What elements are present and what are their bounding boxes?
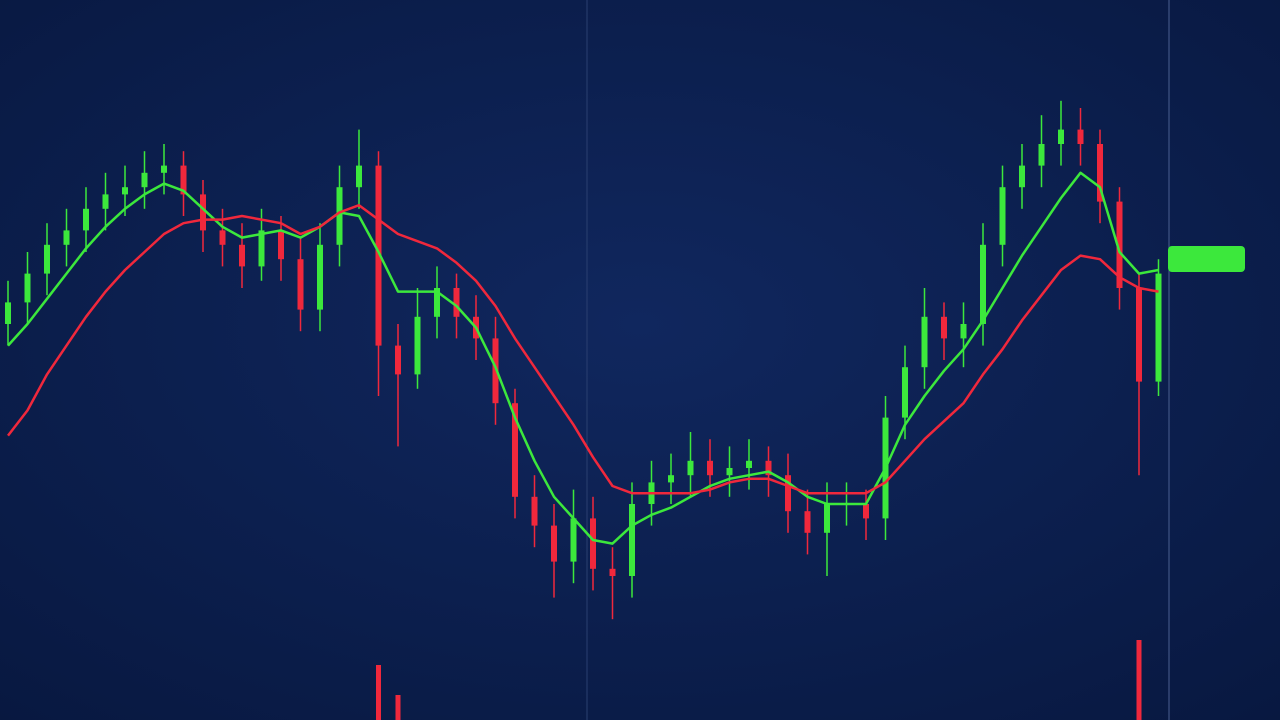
volume-bar (395, 695, 401, 720)
candle-body (824, 504, 830, 533)
candle-body (258, 230, 265, 267)
volume-bar (1136, 640, 1142, 720)
candle-body (375, 165, 382, 346)
candle-body (941, 316, 947, 339)
candle-body (1019, 165, 1025, 188)
candle-body (395, 345, 401, 375)
candle-body (999, 187, 1006, 245)
candle-body (980, 244, 986, 324)
candle-body (707, 460, 713, 476)
candle-body (960, 324, 967, 339)
candle-body (902, 367, 908, 418)
candle-body (200, 194, 206, 231)
candle-body (122, 187, 128, 195)
candle-body (278, 230, 284, 260)
candle-body (668, 475, 674, 483)
candle-body (531, 496, 538, 526)
candle-body (590, 518, 596, 569)
candle-body (785, 475, 791, 512)
candle-body (629, 504, 635, 576)
candle-body (219, 230, 226, 245)
candle-body (1077, 129, 1084, 144)
candle-body (414, 316, 421, 375)
candle-body (1058, 129, 1064, 144)
candle-body (239, 244, 245, 267)
candle-body (5, 302, 11, 324)
candle-body (102, 194, 109, 209)
candle-body (297, 259, 304, 310)
candle-body (1116, 201, 1123, 288)
candle-body (44, 244, 50, 274)
volume-bar (376, 665, 381, 720)
moving-average (7, 203, 1159, 495)
candle-body (1097, 144, 1103, 202)
price-tag (1168, 246, 1245, 272)
candle-body (1038, 144, 1045, 166)
candle-body (921, 316, 928, 368)
candle-body (492, 338, 499, 404)
candle-body (336, 187, 343, 245)
candle-body (570, 518, 577, 562)
candle-body (746, 460, 752, 468)
candle-body (24, 273, 31, 303)
moving-average (7, 171, 1159, 545)
candle-body (141, 172, 148, 188)
candle-body (765, 460, 772, 476)
candle-body (726, 468, 733, 476)
candle-body (83, 208, 89, 231)
candle-body (1155, 273, 1162, 382)
candle-body (804, 511, 811, 533)
candle-body (687, 460, 694, 476)
candle-body (453, 288, 460, 317)
candle-body (434, 288, 440, 317)
candle-body (609, 568, 616, 576)
candle-body (551, 525, 557, 562)
candle-body (356, 165, 362, 188)
candle-body (317, 244, 323, 310)
candle-body (63, 230, 70, 245)
candle-body (863, 504, 869, 519)
candle-body (180, 165, 187, 195)
candle-body (512, 403, 518, 497)
candle-body (161, 165, 167, 173)
candle-body (1136, 288, 1142, 382)
